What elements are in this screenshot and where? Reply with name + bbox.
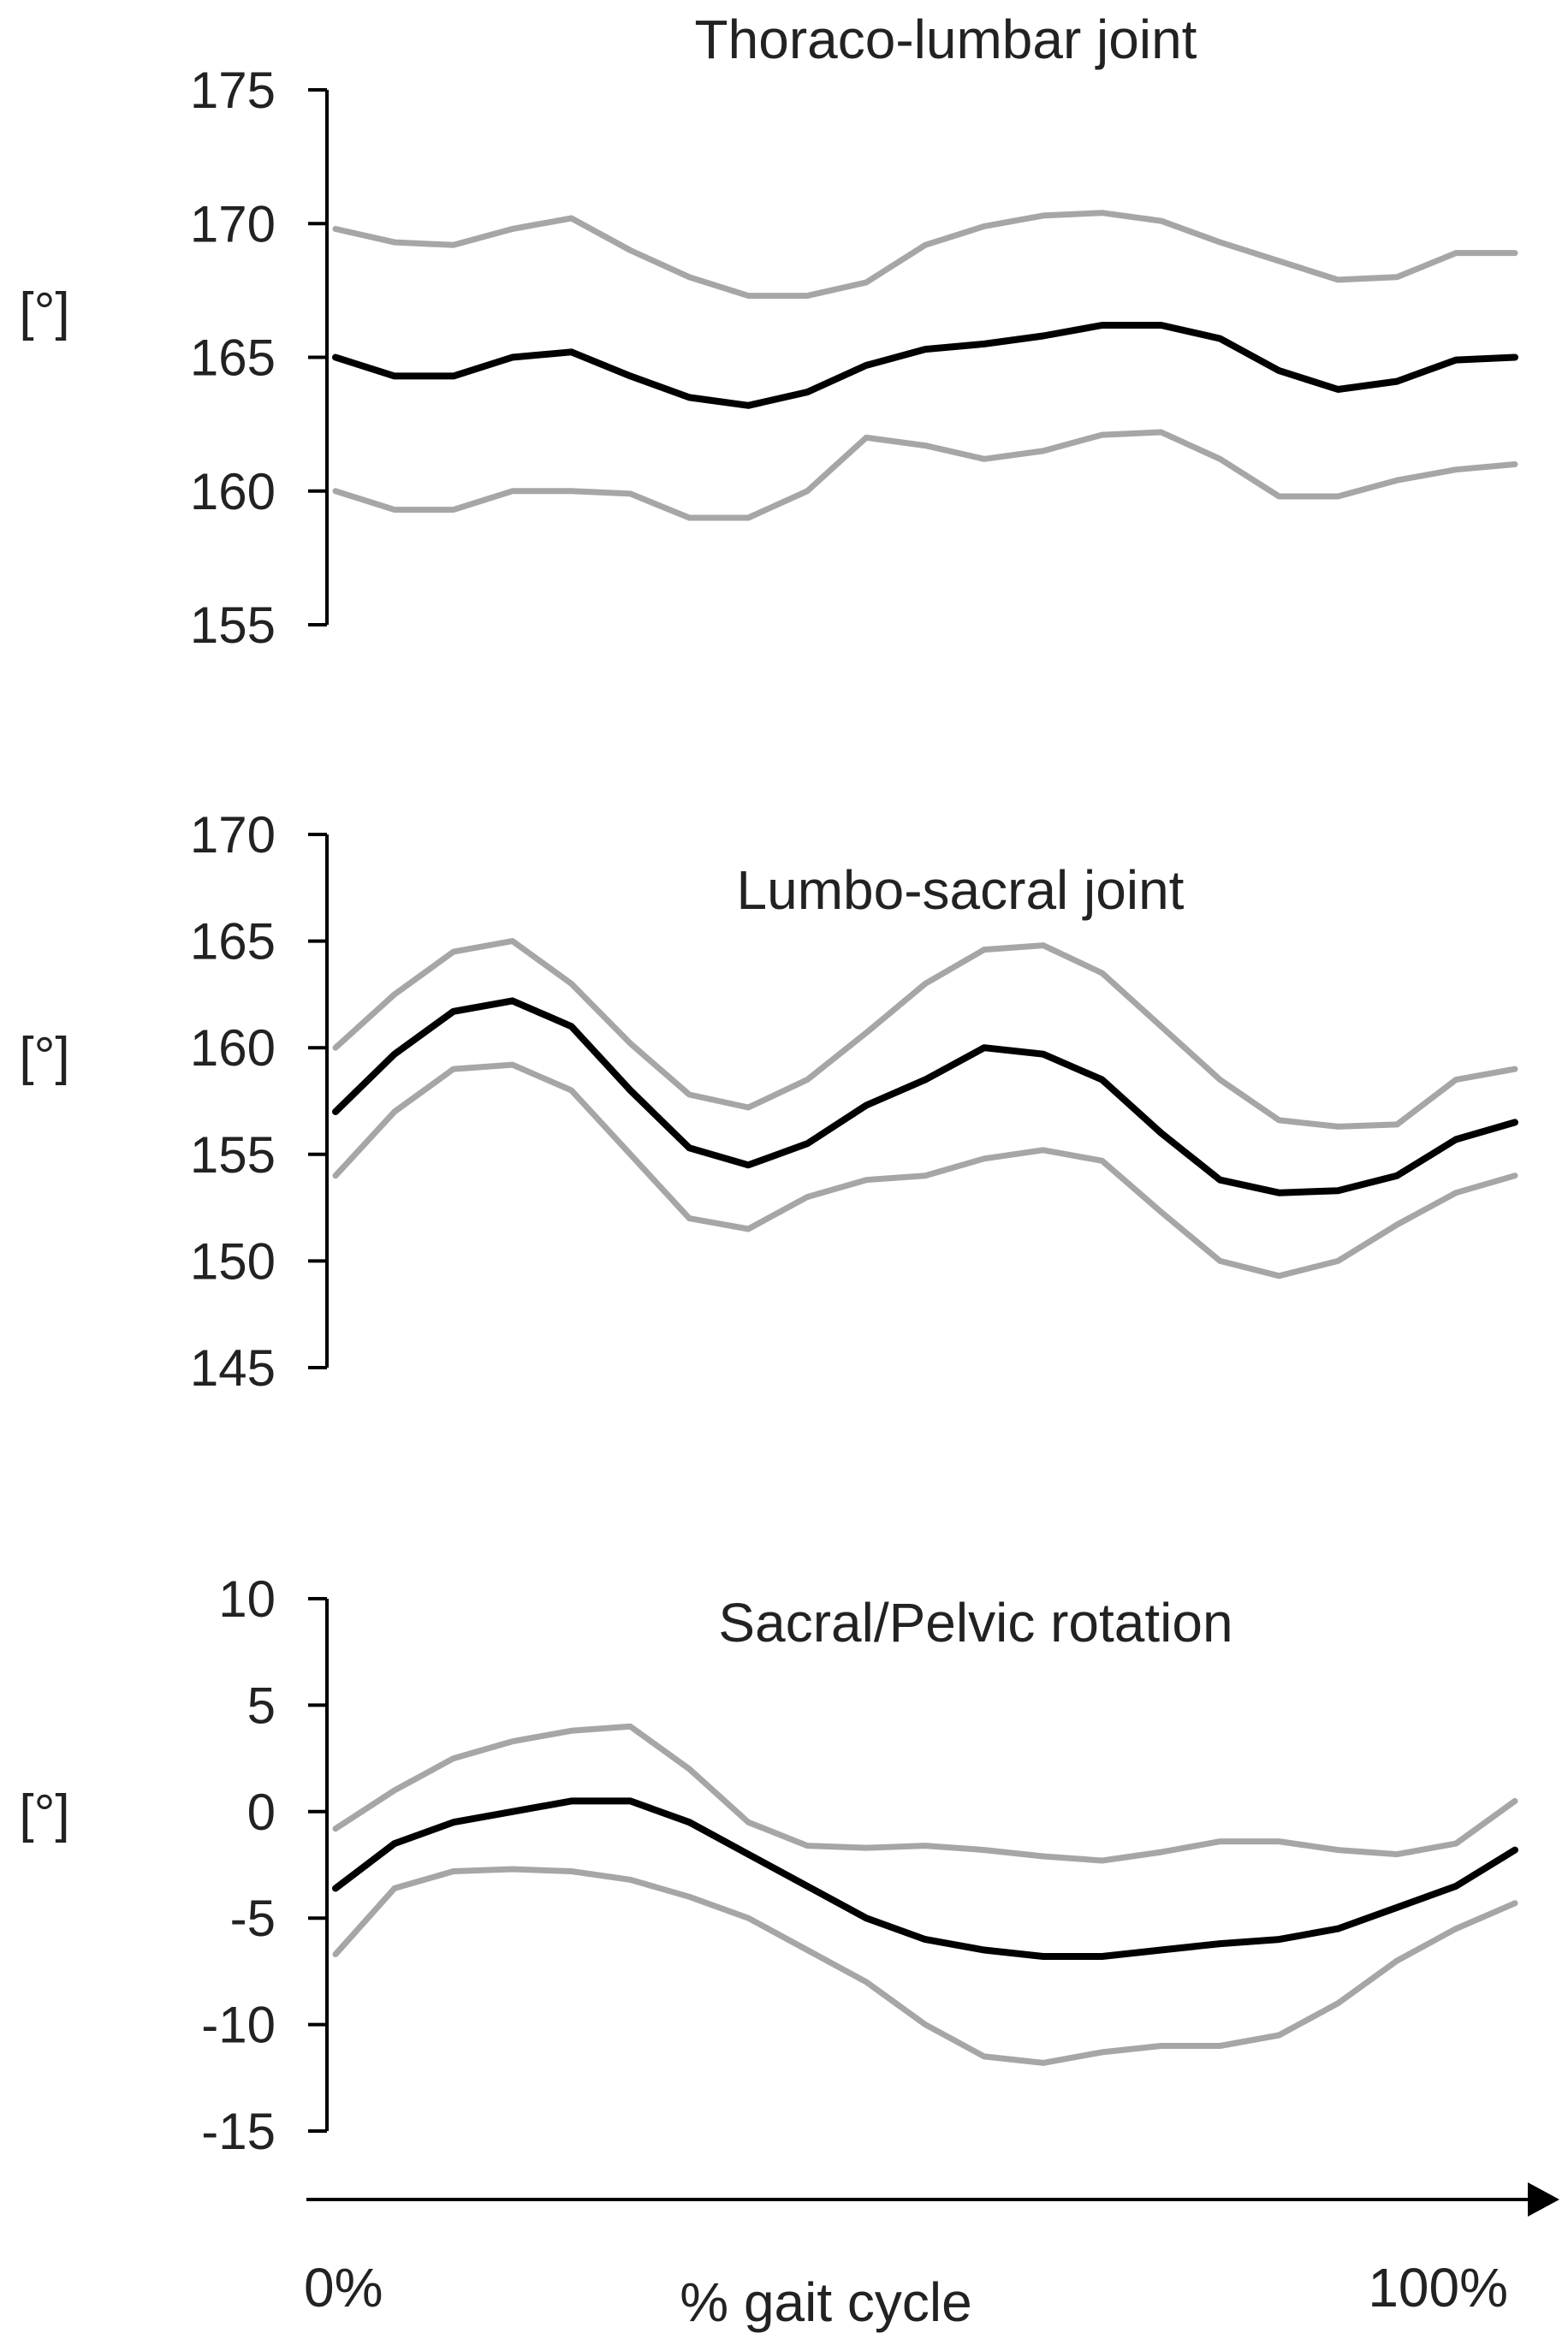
thoraco-lumbar-lower-line — [332, 429, 1518, 521]
sacral-pelvic-upper-line — [332, 1723, 1518, 1864]
thoraco-lumbar-tick-label-2: 165 — [190, 329, 276, 387]
x-start-label: 0% — [304, 2257, 383, 2318]
lumbo-sacral-tick-label-0: 170 — [190, 806, 276, 864]
lumbo-sacral-tick-label-2: 160 — [190, 1019, 276, 1077]
lumbo-sacral-panel: Lumbo-sacral joint [°] 170 165 160 155 150 145 — [19, 806, 1518, 1397]
sacral-pelvic-tick-label-0: 10 — [218, 1570, 276, 1628]
sacral-pelvic-title: Sacral/Pelvic rotation — [718, 1592, 1232, 1653]
thoraco-lumbar-tick-label-1: 170 — [190, 195, 276, 252]
sacral-pelvic-lower-line — [332, 1866, 1518, 2066]
thoraco-lumbar-upper-line — [332, 210, 1518, 300]
sacral-pelvic-tick-label-5: -15 — [201, 2103, 276, 2160]
sacral-pelvic-panel: Sacral/Pelvic rotation [°] 10 5 0 -5 -10 -15 — [19, 1570, 1518, 2160]
thoraco-lumbar-title: Thoraco-lumbar joint — [695, 9, 1197, 70]
lumbo-sacral-tick-label-1: 165 — [190, 913, 276, 971]
lumbo-sacral-tick-label-4: 150 — [190, 1232, 276, 1290]
lumbo-sacral-tick-label-5: 145 — [190, 1339, 276, 1397]
sacral-pelvic-tick-label-1: 5 — [247, 1677, 276, 1734]
lumbo-sacral-unit-label: [°] — [19, 1027, 69, 1086]
lumbo-sacral-tick-label-3: 155 — [190, 1126, 276, 1184]
sacral-pelvic-mean-line — [332, 1797, 1518, 1960]
thoraco-lumbar-panel: Thoraco-lumbar joint [°] 175 170 165 160 155 — [19, 9, 1518, 654]
sacral-pelvic-tick-label-3: -5 — [230, 1890, 276, 1947]
sacral-pelvic-tick-label-2: 0 — [247, 1784, 276, 1841]
thoraco-lumbar-unit-label: [°] — [19, 282, 69, 341]
thoraco-lumbar-tick-label-4: 155 — [190, 597, 276, 654]
lumbo-sacral-upper-line — [332, 938, 1518, 1130]
thoraco-lumbar-tick-label-0: 175 — [190, 62, 276, 119]
thoraco-lumbar-tick-label-3: 160 — [190, 463, 276, 520]
sacral-pelvic-tick-label-4: -10 — [201, 1997, 276, 2054]
lumbo-sacral-lower-line — [332, 1061, 1518, 1279]
lumbo-sacral-mean-line — [332, 997, 1518, 1196]
lumbo-sacral-title: Lumbo-sacral joint — [737, 859, 1185, 921]
x-axis-title: % gait cycle — [680, 2271, 971, 2333]
x-axis-arrowhead — [1528, 2182, 1559, 2217]
gait-cycle-axis: 0% % gait cycle 100% — [304, 2182, 1559, 2333]
x-end-label: 100% — [1368, 2257, 1508, 2318]
thoraco-lumbar-mean-line — [332, 322, 1518, 409]
sacral-pelvic-unit-label: [°] — [19, 1784, 69, 1843]
